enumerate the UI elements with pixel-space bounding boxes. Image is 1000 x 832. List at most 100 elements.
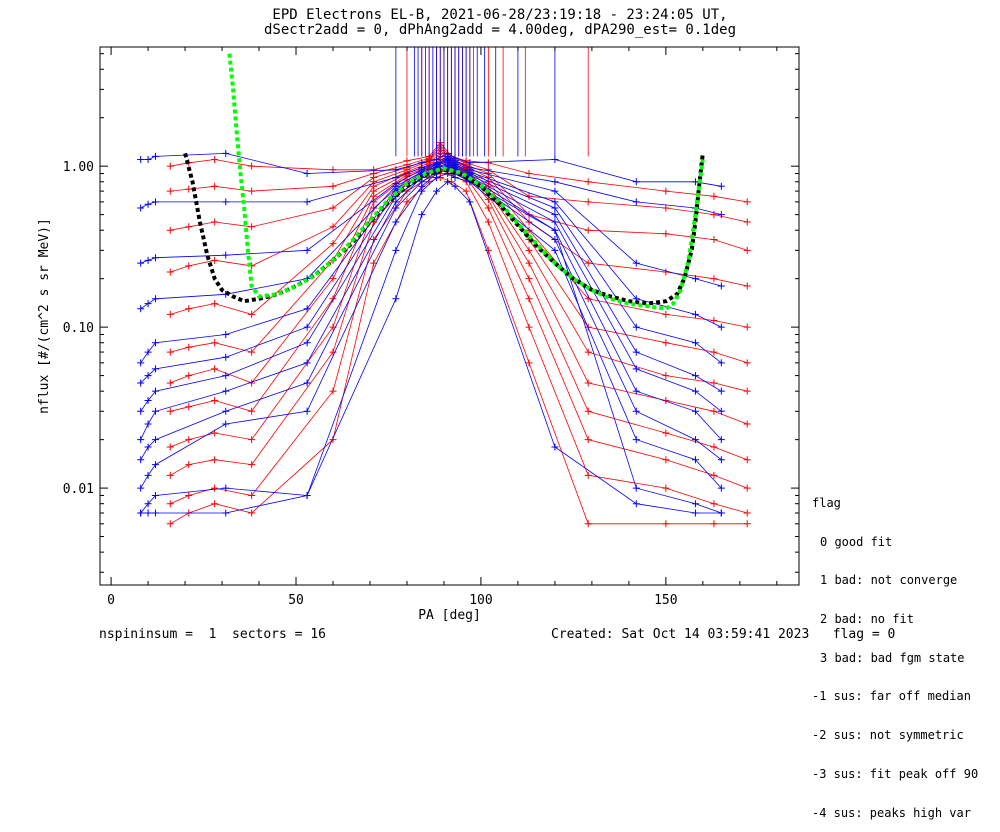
red-point-marker	[248, 162, 256, 170]
x-tick-label: 100	[469, 593, 492, 608]
red-point-marker	[710, 236, 718, 244]
blue-point-marker	[551, 236, 559, 244]
red-point-marker	[211, 156, 219, 164]
blue-point-marker	[691, 456, 699, 464]
red-point-marker	[166, 187, 174, 195]
blue-point-marker	[144, 420, 152, 428]
red-point-marker	[166, 520, 174, 528]
red-point-marker	[166, 443, 174, 451]
blue-point-marker	[222, 149, 230, 157]
red-point-marker	[166, 500, 174, 508]
red-point-marker	[743, 484, 751, 492]
blue-point-marker	[632, 500, 640, 508]
red-point-marker	[329, 295, 337, 303]
red-point-marker	[525, 218, 533, 226]
blue-point-marker	[717, 456, 725, 464]
red-point-marker	[185, 185, 193, 193]
chart-subtitle: dSectr2add = 0, dPhAng2add = 4.00deg, dP…	[263, 22, 736, 38]
flag-legend-title: flag	[812, 495, 841, 510]
red-point-marker	[248, 407, 256, 415]
red-point-marker	[211, 256, 219, 264]
blue-point-marker	[717, 387, 725, 395]
red-point-marker	[525, 323, 533, 331]
footer-right: Created: Sat Oct 14 03:59:41 2023 flag =…	[551, 627, 896, 642]
red-point-marker	[166, 310, 174, 318]
blue-point-marker	[551, 187, 559, 195]
flag-legend-item: 0 good fit	[820, 534, 893, 549]
red-point-marker	[710, 192, 718, 200]
y-tick-label: 1.00	[63, 160, 94, 175]
blue-point-marker	[691, 509, 699, 517]
blue-point-marker	[151, 365, 159, 373]
red-point-marker	[484, 204, 492, 212]
red-point-marker	[248, 348, 256, 356]
red-point-marker	[329, 275, 337, 283]
blue-point-marker	[433, 156, 441, 164]
red-point-marker	[211, 339, 219, 347]
red-point-marker	[662, 187, 670, 195]
red-point-marker	[710, 211, 718, 219]
blue-point-marker	[303, 407, 311, 415]
blue-series-line	[140, 173, 722, 514]
blue-point-marker	[303, 323, 311, 331]
red-point-marker	[525, 259, 533, 267]
x-axis-label: PA [deg]	[418, 608, 481, 623]
red-point-marker	[211, 484, 219, 492]
blue-point-marker	[144, 300, 152, 308]
red-point-marker	[211, 397, 219, 405]
blue-point-marker	[222, 198, 230, 206]
flag-legend-item: 3 bad: bad fgm state	[820, 650, 965, 665]
blue-point-marker	[392, 174, 400, 182]
red-point-marker	[743, 359, 751, 367]
blue-point-marker	[151, 491, 159, 499]
blue-point-marker	[137, 359, 145, 367]
spike-lines-group	[395, 47, 589, 157]
red-point-marker	[211, 500, 219, 508]
blue-point-marker	[691, 275, 699, 283]
blue-point-marker	[222, 372, 230, 380]
red-point-marker	[484, 166, 492, 174]
red-point-marker	[743, 198, 751, 206]
red-point-marker	[166, 268, 174, 276]
red-point-marker	[185, 223, 193, 231]
blue-point-marker	[418, 211, 426, 219]
blue-point-marker	[717, 182, 725, 190]
red-point-marker	[166, 407, 174, 415]
red-series-group	[166, 139, 751, 528]
blue-point-marker	[392, 295, 400, 303]
blue-point-marker	[137, 436, 145, 444]
red-point-marker	[662, 204, 670, 212]
red-point-marker	[248, 461, 256, 469]
red-point-marker	[185, 262, 193, 270]
red-point-marker	[185, 305, 193, 313]
blue-point-marker	[551, 178, 559, 186]
blue-point-marker	[632, 198, 640, 206]
chart-title: EPD Electrons EL-B, 2021-06-28/23:19:18 …	[272, 7, 728, 23]
blue-point-marker	[137, 204, 145, 212]
blue-point-marker	[144, 256, 152, 264]
blue-series-line	[140, 159, 722, 328]
blue-point-marker	[144, 397, 152, 405]
x-tick-label: 0	[107, 593, 115, 608]
red-series-line	[170, 155, 748, 364]
blue-point-marker	[717, 484, 725, 492]
red-point-marker	[584, 471, 592, 479]
blue-point-marker	[466, 159, 474, 167]
blue-point-marker	[451, 182, 459, 190]
blue-point-marker	[222, 387, 230, 395]
red-point-marker	[584, 407, 592, 415]
blue-point-marker	[144, 156, 152, 164]
blue-point-marker	[303, 170, 311, 178]
blue-point-marker	[691, 436, 699, 444]
red-series-line	[170, 159, 748, 392]
blue-point-marker	[144, 500, 152, 508]
blue-point-marker	[303, 305, 311, 313]
blue-point-marker	[151, 461, 159, 469]
blue-point-marker	[222, 509, 230, 517]
blue-point-marker	[137, 407, 145, 415]
red-point-marker	[370, 259, 378, 267]
plot-frame	[99, 46, 800, 586]
blue-point-marker	[717, 282, 725, 290]
blue-point-marker	[303, 379, 311, 387]
blue-point-marker	[392, 218, 400, 226]
